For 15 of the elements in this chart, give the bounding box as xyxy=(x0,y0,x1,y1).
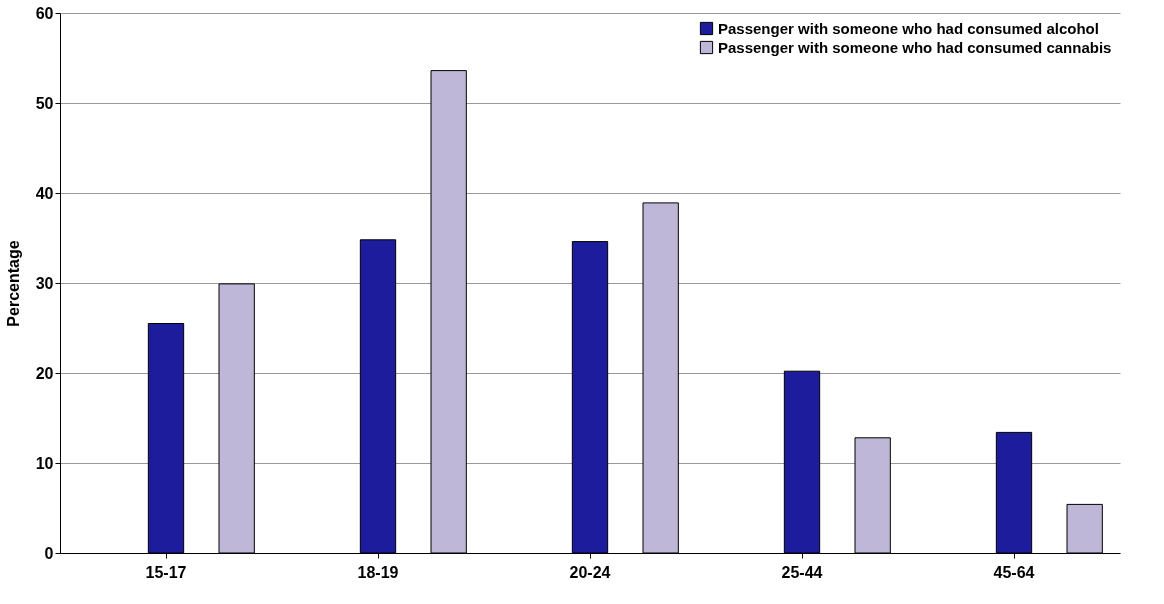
x-tick-label: 25-44 xyxy=(781,563,823,581)
y-tick-label: 30 xyxy=(35,274,54,292)
y-tick-label: 10 xyxy=(35,454,54,472)
x-tick-label: 18-19 xyxy=(357,563,399,581)
legend-label: Passenger with someone who had consumed alcohol xyxy=(718,19,1099,37)
x-tick-label: 45-64 xyxy=(993,563,1035,581)
y-tick-label: 0 xyxy=(44,544,54,562)
x-tick-label: 20-24 xyxy=(569,563,611,581)
y-tick-label: 60 xyxy=(35,4,54,22)
y-tick-label: 40 xyxy=(35,184,54,202)
x-tick-label: 15-17 xyxy=(145,563,187,581)
y-axis-title: Percentage xyxy=(4,240,22,327)
y-tick-label: 50 xyxy=(35,94,54,112)
legend-label: Passenger with someone who had consumed cannabis xyxy=(718,38,1112,56)
y-tick-label: 20 xyxy=(35,364,54,382)
